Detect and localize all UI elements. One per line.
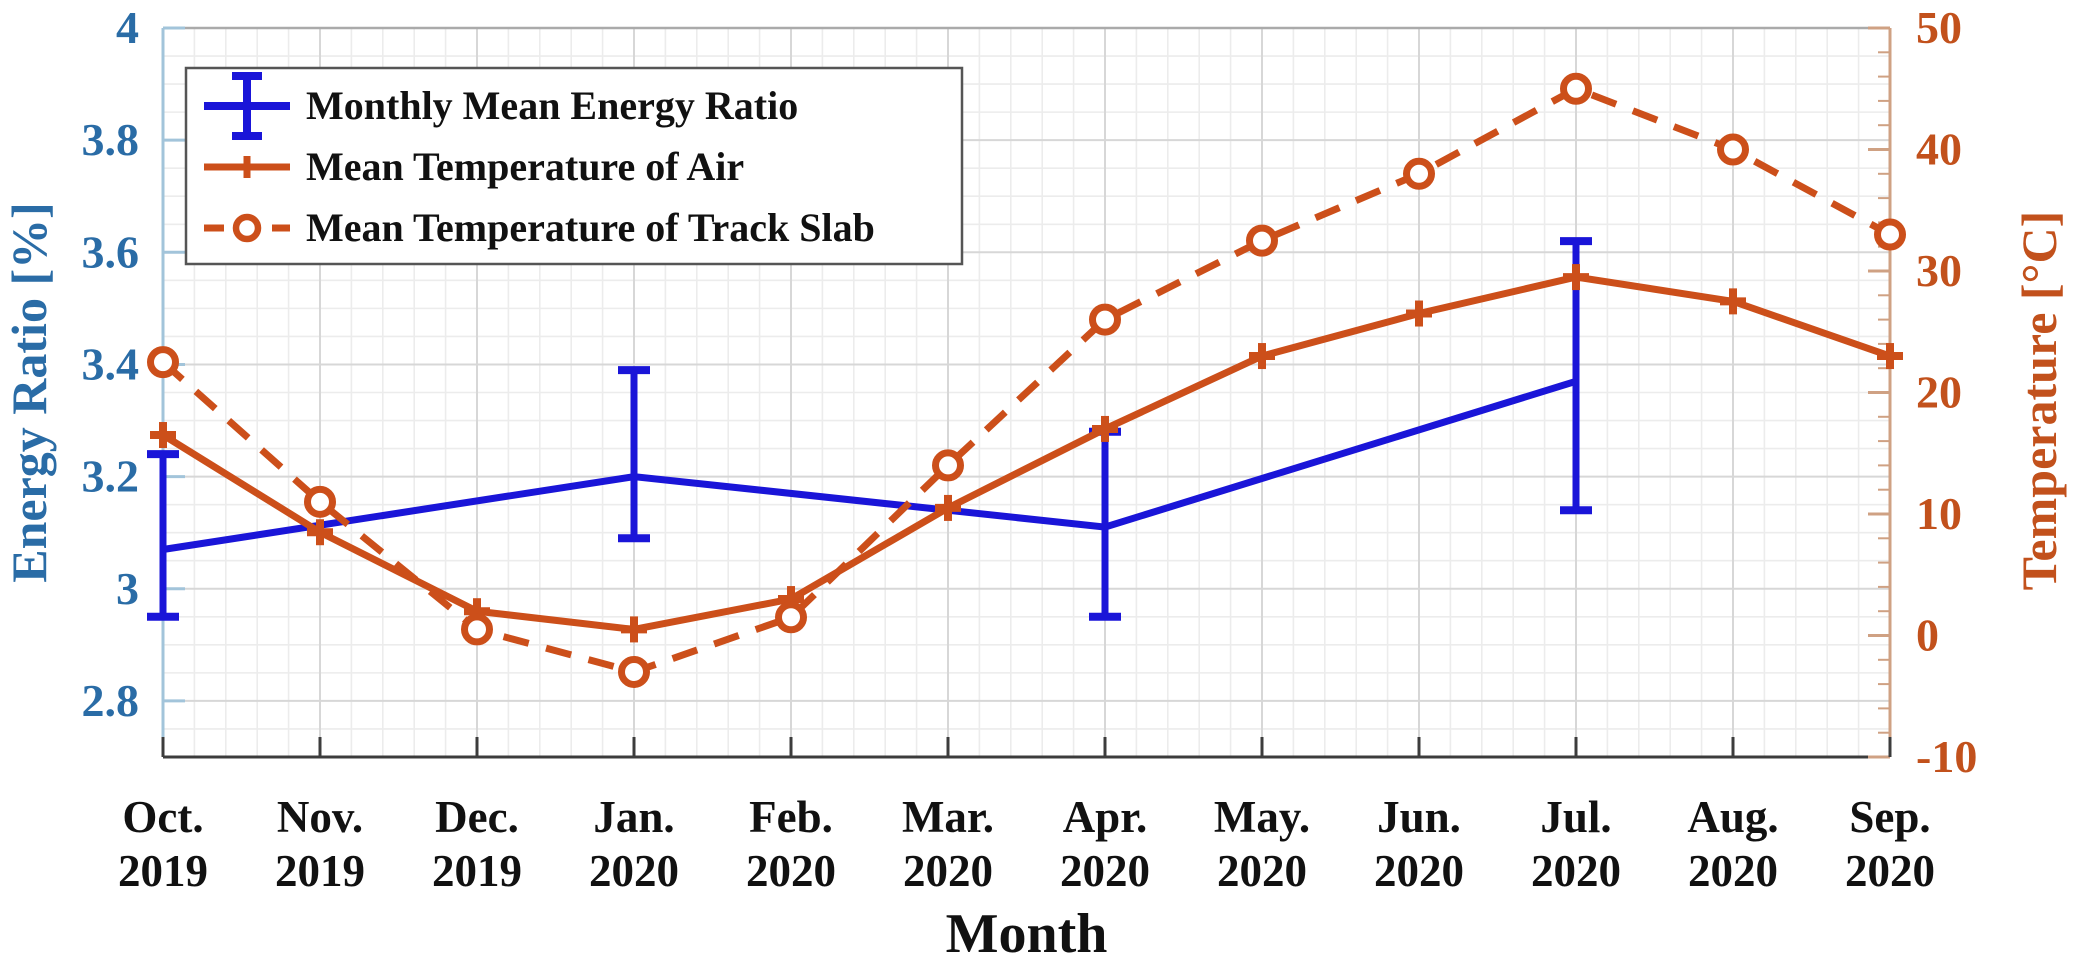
left-axis-tick-label: 3 (116, 563, 139, 614)
x-tick-year-label: 2020 (746, 846, 836, 896)
left-axis-title: Energy Ratio [%] (1, 202, 57, 583)
x-tick-year-label: 2020 (1531, 846, 1621, 896)
circle-marker (1560, 72, 1592, 105)
legend-label: Mean Temperature of Track Slab (306, 205, 875, 250)
x-tick-month-label: Oct. (122, 792, 203, 842)
x-tick-month-label: Feb. (749, 792, 833, 842)
x-tick-year-label: 2020 (1217, 846, 1307, 896)
x-tick-month-label: Sep. (1849, 792, 1930, 842)
series-line (161, 273, 1892, 633)
legend-row-3: Mean Temperature of Track Slab (204, 205, 875, 250)
right-axis-title: Temperature [°C] (2011, 211, 2067, 591)
left-axis-tick-label: 2.8 (82, 675, 140, 726)
legend-label: Monthly Mean Energy Ratio (306, 83, 798, 128)
legend: Monthly Mean Energy Ratio Mean Temperatur… (184, 66, 964, 266)
left-axis-tick-label: 3.4 (82, 338, 140, 389)
right-axis-tick-label: -10 (1916, 731, 1977, 782)
circle-marker (932, 449, 964, 482)
left-axis-tick-label: 3.6 (82, 226, 140, 277)
series-mean-temperature-of-track-slab (147, 72, 1906, 688)
left-axis-tick-label: 3.8 (82, 114, 140, 165)
x-tick-year-label: 2020 (1060, 846, 1150, 896)
x-tick-year-label: 2019 (432, 846, 522, 896)
axes-layer: 2.833.23.43.63.84-1001020304050Oct.2019N… (1, 2, 2067, 965)
legend-label: Mean Temperature of Air (306, 144, 744, 189)
x-tick-year-label: 2020 (903, 846, 993, 896)
circle-marker (1717, 133, 1749, 166)
circle-marker (618, 655, 650, 688)
circle-marker (147, 346, 179, 379)
x-tick-month-label: Aug. (1687, 792, 1778, 842)
x-tick-year-label: 2020 (1374, 846, 1464, 896)
x-tick-month-label: Jun. (1377, 792, 1461, 842)
legend-slab-glyph (232, 213, 262, 243)
right-axis-tick-label: 0 (1916, 610, 1939, 661)
circle-marker (1089, 303, 1121, 336)
x-tick-month-label: Apr. (1063, 792, 1148, 842)
x-tick-month-label: Jan. (593, 792, 674, 842)
legend-box (184, 66, 964, 266)
right-axis-tick-label: 20 (1916, 367, 1962, 418)
series-line (162, 377, 1578, 553)
x-tick-month-label: Dec. (435, 792, 519, 842)
x-tick-year-label: 2019 (118, 846, 208, 896)
right-axis-tick-label: 30 (1916, 245, 1962, 296)
legend-row-1: Monthly Mean Energy Ratio (204, 72, 798, 140)
left-axis-tick-label: 3.2 (82, 451, 140, 502)
series-line (160, 84, 1892, 676)
legend-row-2: Mean Temperature of Air (204, 144, 744, 189)
circle-marker (1874, 218, 1906, 251)
x-tick-year-label: 2020 (1845, 846, 1935, 896)
x-tick-year-label: 2019 (275, 846, 365, 896)
x-tick-month-label: Jul. (1540, 792, 1611, 842)
right-axis-tick-label: 40 (1916, 124, 1962, 175)
x-axis-title: Month (946, 903, 1108, 965)
right-axis-tick-label: 10 (1916, 488, 1962, 539)
x-tick-year-label: 2020 (589, 846, 679, 896)
circle-marker (304, 485, 336, 518)
circle-marker (775, 601, 807, 634)
x-tick-month-label: Nov. (277, 792, 363, 842)
circle-marker (1403, 157, 1435, 190)
x-tick-month-label: May. (1214, 792, 1310, 842)
right-axis-tick-label: 50 (1916, 2, 1962, 53)
circle-marker (461, 613, 493, 646)
x-tick-month-label: Mar. (902, 792, 994, 842)
x-tick-year-label: 2020 (1688, 846, 1778, 896)
left-axis-tick-label: 4 (116, 2, 139, 53)
series-mean-temperature-of-air (150, 264, 1903, 643)
circle-marker (1246, 224, 1278, 257)
